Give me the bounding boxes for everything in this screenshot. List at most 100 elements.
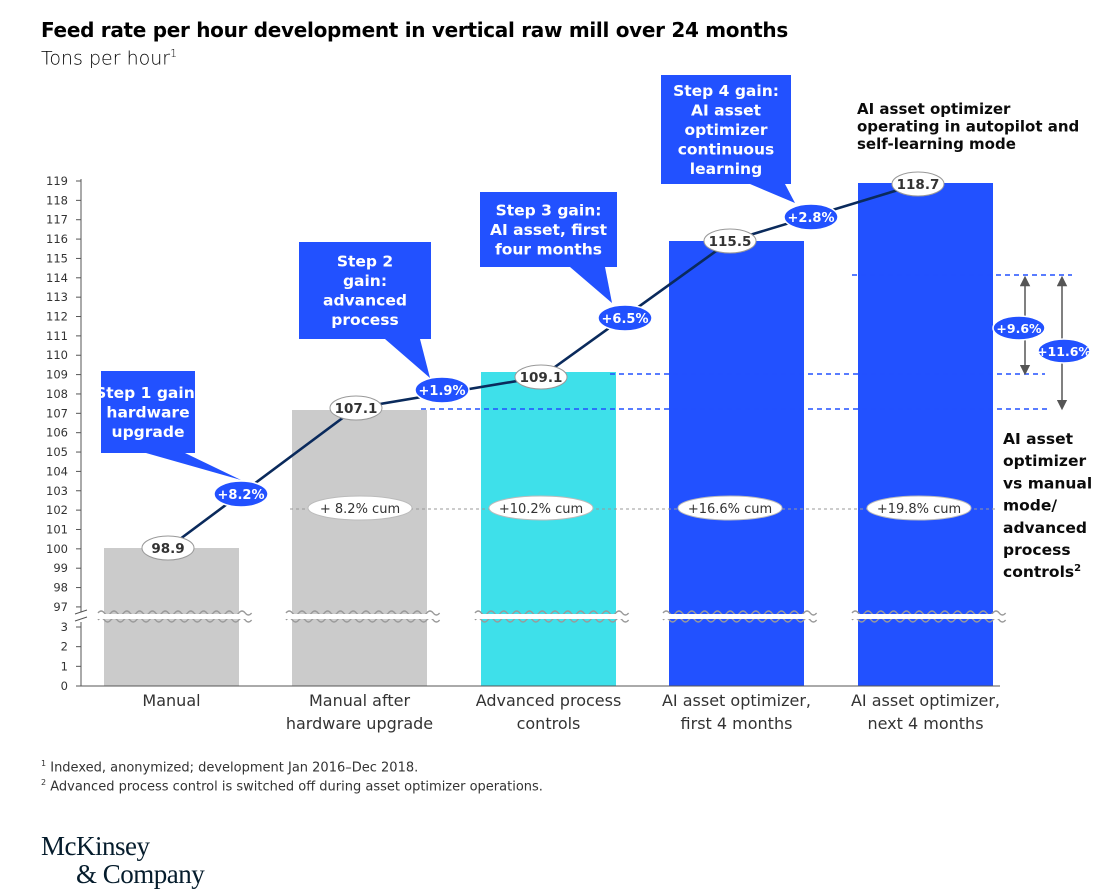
break-gap <box>286 614 433 619</box>
callout-text: gain: <box>343 272 387 290</box>
y-tick-label: 107 <box>46 406 68 420</box>
subtitle-footnote-mark: 1 <box>170 47 178 60</box>
break-line <box>474 610 630 616</box>
cumulative-label: + 8.2% cum <box>320 502 400 517</box>
y-tick-label: 100 <box>46 542 68 556</box>
y-tick-label: 104 <box>46 464 68 478</box>
x-category-label: AI asset optimizer, <box>851 691 1000 710</box>
callout-text: Step 4 gain: <box>673 82 779 100</box>
comparison-gain-1: +11.6% <box>1037 344 1091 359</box>
gain-pill <box>597 304 653 332</box>
comparison-annotation: process <box>1003 541 1071 559</box>
comparison-annotation: advanced <box>1003 519 1087 537</box>
autopilot-annotation: self-learning mode <box>857 135 1016 153</box>
x-category-label: Manual <box>142 691 200 710</box>
value-label-4: 118.7 <box>897 177 940 193</box>
bar-3 <box>669 241 804 686</box>
break-line <box>662 610 818 616</box>
cumulative-pill <box>488 495 594 521</box>
callout-pointer <box>570 267 612 303</box>
break-line <box>285 617 441 623</box>
break-line <box>97 610 253 616</box>
break-gap <box>663 614 810 619</box>
callout-box <box>299 242 431 339</box>
y-tick-label: 119 <box>46 174 68 188</box>
y-tick-label: 113 <box>46 290 68 304</box>
value-pill <box>514 364 568 390</box>
callout-pointer <box>146 453 241 480</box>
comparison-gain-pill <box>1037 338 1091 364</box>
y-tick-label: 102 <box>46 503 68 517</box>
y-tick-label: 108 <box>46 387 68 401</box>
y-tick-label: 106 <box>46 426 68 440</box>
y-tick-label: 110 <box>46 348 68 362</box>
y-tick-label: 105 <box>46 445 68 459</box>
x-category-label: first 4 months <box>681 714 793 733</box>
value-pill <box>891 171 945 197</box>
mckinsey-logo: McKinsey & Company <box>41 831 205 889</box>
value-pill <box>329 395 383 421</box>
y-tick-label: 116 <box>46 232 68 246</box>
axis-break-1 <box>285 610 441 623</box>
gain-pill <box>213 480 269 508</box>
x-category-label: next 4 months <box>867 714 983 733</box>
callout-text: upgrade <box>112 423 185 441</box>
cumulative-pill <box>677 495 783 521</box>
axis-break-2 <box>474 610 630 623</box>
break-line <box>662 617 818 623</box>
callout-box <box>661 75 791 184</box>
break-gap <box>852 614 999 619</box>
callout-text: Step 2 <box>337 253 393 271</box>
y-tick-label: 118 <box>46 193 68 207</box>
axis-break-0 <box>97 610 253 623</box>
x-category-label: Manual after <box>309 691 411 710</box>
break-line <box>285 610 441 616</box>
break-gap <box>98 614 245 619</box>
callout-text: optimizer <box>684 121 767 139</box>
break-line <box>851 617 1007 623</box>
callout-text: AI asset, first <box>490 221 608 239</box>
cumulative-label: +10.2% cum <box>499 502 583 517</box>
callout-box <box>101 371 195 453</box>
callout-pointer <box>750 184 795 203</box>
step-gain-2: +6.5% <box>602 312 649 327</box>
comparison-annotation: AI asset <box>1003 430 1074 448</box>
step-callout-1: Step 1 gain:hardware upgrade <box>95 371 241 480</box>
value-label-2: 109.1 <box>520 370 563 386</box>
callout-box <box>480 192 617 267</box>
step-gain-3: +2.8% <box>788 211 835 226</box>
y-axis-break-gap <box>78 612 84 622</box>
y-tick-label: 103 <box>46 484 68 498</box>
callout-text: learning <box>690 160 762 178</box>
gain-pill <box>414 376 470 404</box>
bar-4 <box>858 183 993 686</box>
chart-subtitle: Tons per hour1 <box>41 47 178 70</box>
value-label-1: 107.1 <box>335 401 378 417</box>
y-tick-label: 115 <box>46 251 68 265</box>
y-tick-label: 97 <box>53 600 68 614</box>
cumulative-label: +19.8% cum <box>877 502 961 517</box>
y-tick-label: 112 <box>46 310 68 324</box>
value-pill <box>141 535 195 561</box>
y-tick-label: 2 <box>61 640 68 654</box>
y-tick-label: 101 <box>46 522 68 536</box>
callout-text: continuous <box>678 140 775 158</box>
bar-1 <box>292 410 427 686</box>
comparison-annotation: vs manual <box>1003 474 1092 492</box>
y-tick-label: 117 <box>46 213 68 227</box>
autopilot-annotation: AI asset optimizer <box>857 100 1011 118</box>
chart-title: Feed rate per hour development in vertic… <box>41 18 788 42</box>
y-axis-break-mark <box>74 609 88 622</box>
footnote-1: 1 Indexed, anonymized; development Jan 2… <box>41 759 419 776</box>
x-category-label: controls <box>517 714 581 733</box>
comparison-gain-pill <box>992 315 1046 341</box>
break-line <box>97 617 253 623</box>
callout-text: hardware <box>106 403 189 421</box>
y-tick-label: 111 <box>46 329 68 343</box>
value-pill <box>703 228 757 254</box>
gain-pill <box>783 203 839 231</box>
y-tick-label: 98 <box>53 581 68 595</box>
axis-break-4 <box>851 610 1007 623</box>
